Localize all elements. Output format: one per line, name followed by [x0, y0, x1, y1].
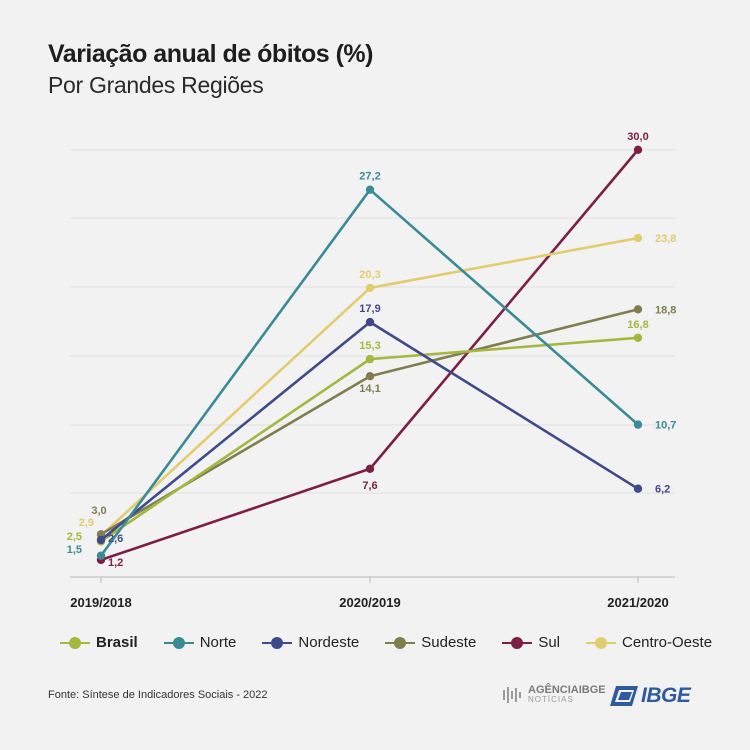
ibge-flag-icon [610, 686, 638, 706]
agencia-text: AGÊNCIA [528, 684, 579, 696]
data-label: 10,7 [655, 420, 676, 432]
data-label: 17,9 [359, 303, 380, 315]
legend-swatch [262, 636, 293, 649]
chart-title: Variação anual de óbitos (%) [48, 40, 373, 68]
legend-item: Brasil [60, 634, 138, 651]
legend-item: Sudeste [385, 634, 476, 651]
data-point [633, 420, 643, 429]
data-label: 7,6 [362, 480, 377, 492]
legend-swatch [385, 636, 416, 649]
legend-swatch [163, 636, 194, 649]
legend-swatch [60, 636, 90, 649]
legend-label: Nordeste [298, 634, 360, 651]
data-point [96, 535, 106, 545]
data-label: 1,2 [108, 557, 123, 569]
data-label: 20,3 [359, 269, 380, 281]
data-label: 30,0 [627, 131, 648, 143]
source-note: Fonte: Síntese de Indicadores Sociais - … [48, 689, 268, 701]
ibge-logo-text: IBGE [641, 684, 691, 707]
data-point [633, 333, 643, 342]
agencia-logo-icon [503, 687, 521, 703]
data-label: 23,8 [655, 233, 676, 245]
data-point [365, 283, 375, 293]
legend-item: Sul [502, 634, 560, 651]
agencia-noticias-text: NOTÍCIAS [528, 695, 574, 704]
series-lines: 2,5 15,3 16,8 1,5 27,2 10,7 2,6 17,9 6,2 3,0 14,1 1… [67, 131, 677, 569]
data-label: 18,8 [655, 304, 676, 316]
legend-item: Centro-Oeste [586, 634, 712, 651]
data-label: 27,2 [359, 171, 380, 183]
legend: Brasil Norte Nordeste Sudeste Sul Centro-Oest… [60, 634, 738, 651]
data-label: 3,0 [91, 505, 106, 517]
ibge-logo: IBGE [610, 684, 691, 708]
data-point [365, 372, 375, 381]
x-tick-labels: 2019/2018 2020/2019 2021/2020 [70, 595, 668, 610]
data-label: 1,5 [67, 544, 82, 556]
data-point [633, 484, 643, 493]
data-point [365, 185, 375, 194]
data-label: 2,5 [67, 531, 82, 543]
x-tick-label: 2020/2019 [339, 595, 400, 610]
data-point [365, 354, 375, 364]
chart-subtitle: Por Grandes Regiões [48, 72, 264, 98]
data-point [633, 233, 643, 243]
legend-label: Norte [199, 634, 237, 651]
legend-label: Sudeste [421, 634, 477, 651]
legend-label: Brasil [96, 634, 138, 651]
data-point [633, 145, 643, 154]
legend-item: Norte [163, 634, 237, 651]
data-point [96, 551, 106, 560]
legend-item: Nordeste [262, 634, 359, 651]
data-label: 2,9 [79, 517, 94, 529]
agencia-ibge-text: IBGE [578, 684, 606, 696]
data-label: 6,2 [655, 484, 670, 496]
agencia-ibge-logo: AGÊNCIAIBGE NOTÍCIAS [502, 685, 606, 705]
data-point [633, 305, 643, 314]
legend-label: Sul [538, 634, 560, 651]
x-tick-label: 2021/2020 [607, 595, 668, 610]
legend-swatch [586, 636, 616, 649]
data-label: 15,3 [359, 340, 380, 352]
data-point [365, 317, 375, 327]
data-label: 14,1 [359, 383, 380, 395]
data-label: 16,8 [627, 319, 648, 331]
x-tick-label: 2019/2018 [70, 595, 131, 610]
legend-label: Centro-Oeste [622, 634, 713, 651]
data-point [365, 464, 375, 473]
legend-swatch [502, 636, 533, 649]
data-label: 2,6 [108, 533, 123, 545]
